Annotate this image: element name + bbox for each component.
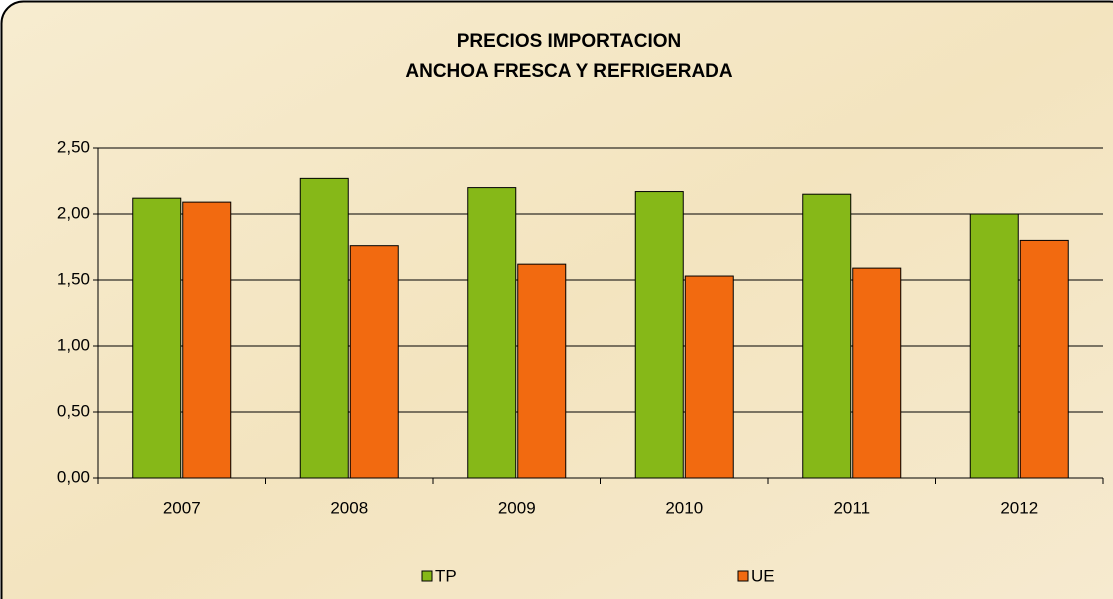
legend-label: UE <box>751 566 775 585</box>
bar <box>182 201 232 479</box>
bar <box>467 187 517 479</box>
x-tick-label: 2010 <box>665 498 703 517</box>
y-tick-label: 1,00 <box>57 335 90 354</box>
bar <box>517 263 567 479</box>
bar <box>1019 239 1069 479</box>
bar <box>349 245 399 479</box>
legend-swatch <box>737 570 749 582</box>
y-tick-label: 2,00 <box>57 203 90 222</box>
x-tick-label: 2009 <box>498 498 536 517</box>
bar <box>802 193 852 479</box>
bar <box>684 275 734 479</box>
bar <box>299 177 349 479</box>
bar <box>634 191 684 479</box>
bar <box>852 267 902 479</box>
x-tick-label: 2012 <box>1000 498 1038 517</box>
bar <box>132 197 182 479</box>
y-tick-label: 0,50 <box>57 401 90 420</box>
legend-label: TP <box>435 566 457 585</box>
chart-subtitle: ANCHOA FRESCA Y REFRIGERADA <box>405 61 733 82</box>
legend-swatch <box>421 570 433 582</box>
y-tick-label: 0,00 <box>57 467 90 486</box>
x-tick-label: 2011 <box>833 498 870 517</box>
y-tick-label: 1,50 <box>57 269 90 288</box>
chart-title: PRECIOS IMPORTACION <box>457 31 682 52</box>
x-tick-label: 2008 <box>330 498 368 517</box>
x-tick-label: 2007 <box>163 498 201 517</box>
y-tick-label: 2,50 <box>57 137 90 156</box>
bar <box>969 213 1019 479</box>
